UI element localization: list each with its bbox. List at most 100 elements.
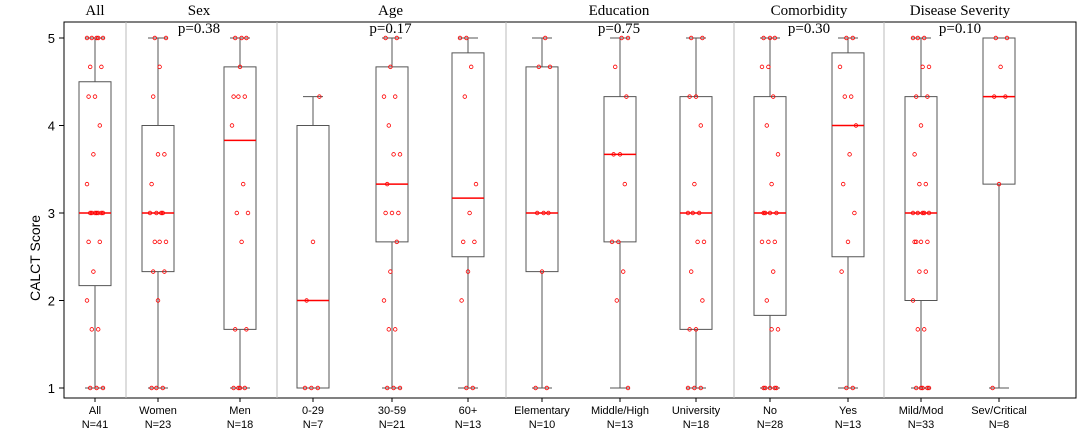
data-point xyxy=(925,239,930,245)
data-point xyxy=(1004,35,1010,41)
data-point xyxy=(244,35,249,41)
group-title-1: Sex xyxy=(188,3,211,19)
data-point xyxy=(162,152,167,157)
plot-border xyxy=(63,21,1077,399)
data-point xyxy=(761,35,766,41)
data-point xyxy=(236,94,241,99)
data-point xyxy=(775,152,781,157)
data-point xyxy=(94,35,99,41)
box-60- xyxy=(451,35,485,391)
data-point xyxy=(759,239,765,245)
data-point xyxy=(925,94,930,99)
x-label-n: N=7 xyxy=(303,419,324,431)
data-point xyxy=(317,94,322,99)
data-point xyxy=(385,385,390,391)
data-point xyxy=(767,35,773,41)
data-point xyxy=(842,94,847,99)
iqr-box xyxy=(141,125,175,273)
box-women xyxy=(141,35,175,391)
x-label: Mild/Mod xyxy=(899,405,944,417)
data-point xyxy=(923,269,928,274)
iqr-box xyxy=(223,66,257,330)
x-label: Sev/Critical xyxy=(971,405,1027,417)
data-point xyxy=(462,94,467,99)
data-point xyxy=(539,269,545,274)
data-point xyxy=(315,385,320,391)
data-point xyxy=(693,327,699,332)
data-point xyxy=(543,35,548,41)
data-point xyxy=(244,327,249,332)
data-point xyxy=(692,385,697,391)
data-point xyxy=(92,94,98,99)
y-tick-label-2: 2 xyxy=(48,294,55,309)
data-point xyxy=(839,269,844,274)
box-men xyxy=(223,35,257,391)
data-point xyxy=(841,181,846,187)
data-point xyxy=(234,210,239,216)
data-point xyxy=(459,298,464,303)
x-axis-labels: All N=41 Women N=23 Men N=18 0-29 N=7 30-59 N=21 6… xyxy=(82,398,1027,431)
data-point xyxy=(397,152,403,157)
data-point xyxy=(237,385,243,391)
data-point xyxy=(150,269,156,274)
box-yes xyxy=(831,35,865,391)
data-point xyxy=(693,94,699,99)
data-point xyxy=(625,385,631,391)
data-point xyxy=(844,385,849,391)
data-point xyxy=(918,385,924,391)
data-point xyxy=(86,239,91,245)
data-point xyxy=(613,64,618,70)
x-label: Women xyxy=(139,405,177,417)
data-point xyxy=(759,64,765,70)
data-point xyxy=(847,152,852,157)
data-point xyxy=(533,385,538,391)
data-point xyxy=(918,123,924,128)
data-point xyxy=(692,181,697,187)
data-point xyxy=(394,239,399,245)
data-point xyxy=(383,210,388,216)
data-point xyxy=(844,35,849,41)
y-axis-label: CALCT Score xyxy=(27,215,43,301)
data-point xyxy=(86,94,91,99)
data-point xyxy=(764,123,769,128)
data-point xyxy=(609,239,615,245)
data-point xyxy=(914,239,919,245)
data-point xyxy=(383,35,388,41)
group-pvalue-2: p=0.17 xyxy=(369,21,412,37)
data-point xyxy=(89,327,94,332)
x-label-n: N=41 xyxy=(82,419,109,431)
box-middle-high xyxy=(603,35,637,391)
data-point xyxy=(391,152,396,157)
data-point xyxy=(388,269,393,274)
plot-frame xyxy=(63,21,1077,399)
data-point xyxy=(766,64,771,70)
boxes-layer xyxy=(78,35,1016,391)
data-point xyxy=(236,385,241,391)
data-point xyxy=(100,385,106,391)
data-point xyxy=(100,35,106,41)
data-point xyxy=(761,385,766,391)
data-point xyxy=(95,327,101,332)
x-label-n: N=28 xyxy=(757,419,784,431)
box-sev-critical xyxy=(982,35,1016,391)
data-point xyxy=(150,94,156,99)
data-point xyxy=(391,385,396,391)
data-point xyxy=(993,35,998,41)
data-point xyxy=(242,385,247,391)
data-point xyxy=(386,327,391,332)
data-point xyxy=(914,385,919,391)
data-point xyxy=(837,64,843,70)
data-point xyxy=(920,64,925,70)
iqr-box xyxy=(296,125,330,389)
data-point xyxy=(622,181,627,187)
x-label-n: N=10 xyxy=(529,419,556,431)
data-point xyxy=(302,385,308,391)
iqr-box xyxy=(904,96,938,301)
data-point xyxy=(915,327,920,332)
group-title-2: Age xyxy=(378,3,403,19)
data-point xyxy=(242,94,247,99)
x-label: Elementary xyxy=(514,405,570,417)
data-point xyxy=(393,94,398,99)
data-point xyxy=(772,35,777,41)
data-point xyxy=(914,94,919,99)
